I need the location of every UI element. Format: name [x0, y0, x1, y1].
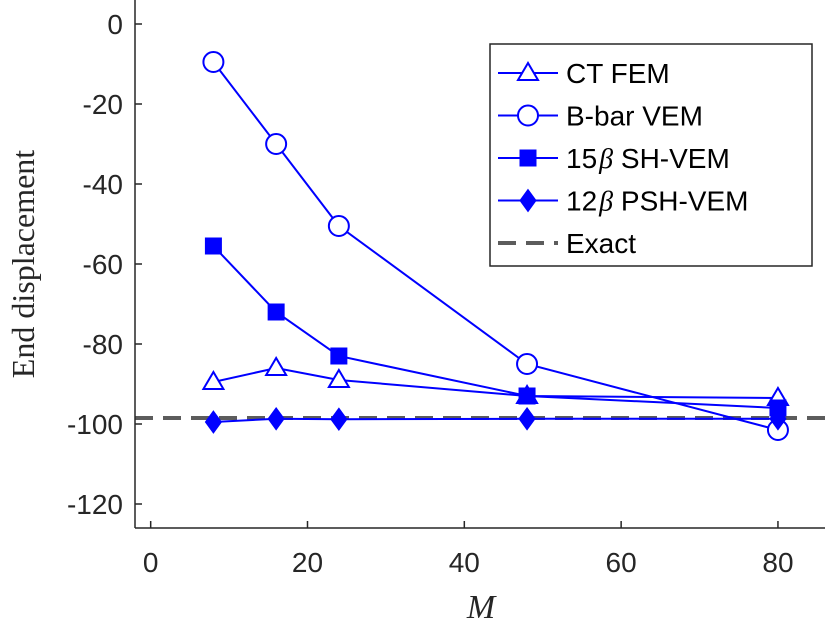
data-point [267, 303, 285, 321]
legend-entry-3: 15β SH-VEM [498, 143, 730, 175]
x-tick-label: 0 [143, 547, 159, 578]
axis-layer: 0 -20 -40 -60 -80 -100 -120 0 20 40 60 80 [67, 0, 825, 578]
legend-label: Exact [566, 228, 636, 259]
legend-entry-5: Exact [498, 228, 636, 259]
y-axis-label: End displacement [5, 150, 41, 378]
data-point [267, 406, 285, 431]
y-tick-label: -20 [83, 89, 123, 120]
data-point [516, 353, 539, 375]
legend-marker [519, 149, 537, 167]
legend: CT FEM B-bar VEM 15β SH-VEM 12β PSH-VEM Exac… [489, 43, 813, 267]
data-point [330, 407, 348, 432]
legend-label: CT FEM [566, 58, 670, 89]
data-point [518, 406, 536, 431]
series-layer [201, 51, 790, 441]
y-tick-label: 0 [107, 9, 123, 40]
y-tick-label: -40 [83, 169, 123, 200]
x-tick-label: 80 [762, 547, 793, 578]
legend-entry-1: CT FEM [498, 58, 670, 89]
y-tick-label: -80 [83, 329, 123, 360]
data-point [265, 133, 288, 155]
legend-box [489, 43, 813, 267]
x-axis-label: M [466, 589, 497, 626]
data-point [769, 406, 787, 431]
y-tick-label: -120 [67, 489, 123, 520]
legend-label: 15β SH-VEM [566, 143, 730, 175]
data-point [204, 410, 223, 434]
legend-marker [519, 188, 537, 213]
data-point [330, 347, 348, 365]
data-point [204, 237, 222, 255]
legend-label: B-bar VEM [566, 101, 703, 132]
data-point [327, 368, 351, 388]
legend-entry-4: 12β PSH-VEM [498, 186, 748, 218]
x-tick-label: 60 [606, 547, 637, 578]
data-point [518, 387, 536, 405]
data-point [202, 51, 225, 73]
legend-marker [517, 104, 539, 127]
y-tick-label: -100 [67, 409, 123, 440]
legend-entry-2: B-bar VEM [498, 101, 703, 132]
data-point [264, 356, 288, 376]
series-4 [204, 406, 787, 434]
legend-marker [516, 61, 540, 81]
data-point [201, 370, 226, 390]
series-2 [202, 51, 789, 441]
y-tick-label: -60 [83, 249, 123, 280]
data-point [327, 215, 350, 237]
x-tick-label: 20 [292, 547, 323, 578]
legend-label: 12β PSH-VEM [566, 186, 748, 218]
x-tick-label: 40 [449, 547, 480, 578]
